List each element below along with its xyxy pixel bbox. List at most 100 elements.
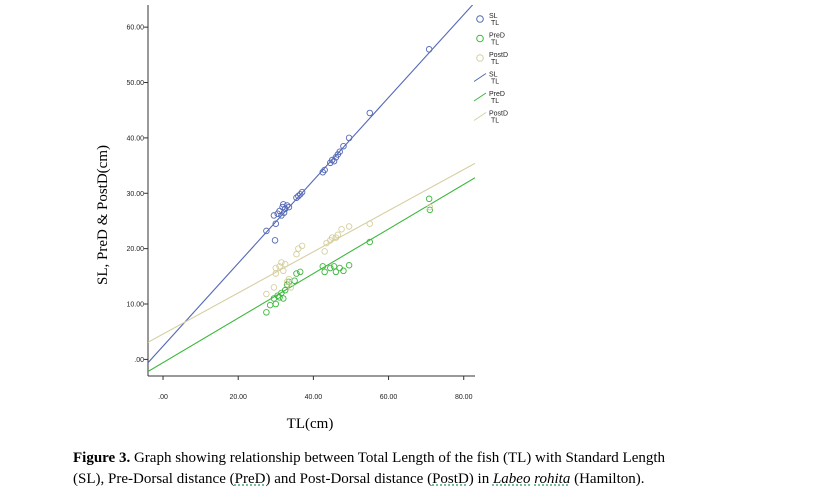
point-sl: [319, 168, 327, 176]
point-sl: [340, 142, 347, 150]
y-tick-label: 20.00: [126, 246, 144, 253]
point-pred: [426, 206, 434, 214]
figure-label: Figure 3.: [73, 450, 131, 466]
point-postd: [298, 242, 306, 250]
point-postd: [287, 284, 295, 291]
legend-marker: [476, 54, 484, 62]
legend-marker: [476, 34, 484, 43]
y-tick-label: 40.00: [126, 135, 144, 142]
point-pred: [425, 195, 433, 203]
point-pred: [266, 301, 274, 309]
legend-label: PostD: [489, 111, 508, 118]
point-pred: [291, 277, 298, 285]
point-sl: [321, 166, 328, 174]
point-sl: [271, 237, 279, 244]
point-sl: [263, 227, 270, 235]
y-tick-label: 30.00: [126, 191, 144, 198]
point-pred: [321, 268, 328, 276]
y-tick-label: 50.00: [126, 80, 144, 87]
point-sl: [296, 191, 304, 198]
abbr-postd: PostD: [432, 471, 469, 487]
point-sl: [285, 203, 293, 211]
point-pred: [280, 295, 287, 302]
point-sl: [280, 201, 287, 208]
y-tick-label: .00: [134, 357, 144, 364]
point-sl: [298, 188, 306, 196]
caption-line2-b: ) and Post-Dorsal distance (: [265, 471, 433, 487]
legend-line: [473, 112, 487, 121]
legend-sublabel: TL: [491, 20, 499, 27]
legend-sublabel: TL: [491, 59, 499, 66]
point-sl: [280, 209, 288, 216]
scatter-chart: .00 20.00 40.00 60.00 80.00 .00 10.00 20.00 30.0…: [95, 5, 508, 432]
point-postd: [278, 259, 285, 266]
y-axis-title: SL, PreD & PostD(cm): [95, 145, 111, 285]
point-postd: [338, 226, 345, 233]
point-sl: [270, 212, 278, 219]
legend-line: [473, 92, 487, 102]
point-pred: [366, 238, 374, 246]
legend-label: PreD: [489, 33, 505, 40]
legend-sublabel: TL: [491, 98, 499, 105]
point-pred: [332, 268, 340, 276]
point-sl: [283, 202, 291, 209]
point-pred: [281, 286, 289, 294]
abbr-pred: PreD: [234, 471, 266, 487]
y-tick-label: 60.00: [126, 25, 144, 32]
caption-line1: Graph showing relationship between Total…: [130, 450, 666, 466]
legend-label: SL: [489, 72, 498, 79]
point-postd: [366, 220, 374, 227]
point-sl: [345, 134, 353, 142]
legend-label: SL: [489, 13, 498, 20]
point-postd: [270, 284, 278, 291]
point-pred: [336, 264, 343, 272]
point-postd: [426, 203, 434, 211]
caption-line2-a: (SL), Pre-Dorsal distance (: [73, 471, 235, 487]
legend-sublabel: TL: [491, 79, 499, 86]
point-postd: [321, 248, 328, 255]
axes: .00 20.00 40.00 60.00 80.00 .00 10.00 20.00 30.0…: [126, 5, 475, 401]
x-axis-title: TL(cm): [287, 416, 334, 432]
legend-line: [473, 73, 487, 82]
point-pred: [340, 267, 347, 275]
point-postd: [281, 260, 289, 268]
point-pred: [319, 263, 327, 270]
point-pred: [345, 262, 353, 269]
point-pred: [272, 300, 280, 308]
legend-label: PreD: [489, 91, 505, 98]
point-pred: [276, 294, 283, 301]
point-sl: [425, 46, 433, 53]
legend-marker: [476, 15, 484, 23]
legend-sublabel: TL: [491, 40, 499, 47]
point-postd: [328, 234, 336, 241]
species-epithet: rohita: [534, 471, 571, 487]
point-postd: [280, 267, 287, 275]
point-postd: [276, 263, 283, 270]
data-points: [263, 46, 434, 316]
point-pred: [327, 264, 334, 272]
caption-line2-d: (Hamilton).: [570, 471, 645, 487]
x-tick-label: 40.00: [305, 394, 323, 401]
point-pred: [293, 270, 300, 277]
x-tick-label: 60.00: [380, 394, 398, 401]
point-postd: [334, 231, 342, 239]
fit-line-postd: [148, 162, 475, 343]
point-pred: [296, 268, 304, 276]
point-sl: [336, 148, 343, 155]
point-postd: [293, 250, 300, 258]
point-sl: [330, 157, 338, 165]
point-postd: [345, 223, 353, 230]
point-sl: [293, 194, 300, 201]
x-tick-label: 20.00: [229, 394, 247, 401]
x-tick-label: 80.00: [455, 394, 473, 401]
point-sl: [272, 220, 280, 227]
fit-lines: [148, 5, 475, 373]
fit-line-pred: [148, 177, 475, 373]
point-postd: [285, 275, 293, 283]
y-tick-label: 10.00: [126, 302, 144, 309]
species-genus: Labeo: [492, 471, 531, 487]
caption-line2-c: ) in: [468, 471, 493, 487]
figure-caption: Figure 3. Graph showing relationship bet…: [73, 448, 825, 490]
x-tick-label: .00: [158, 394, 168, 401]
